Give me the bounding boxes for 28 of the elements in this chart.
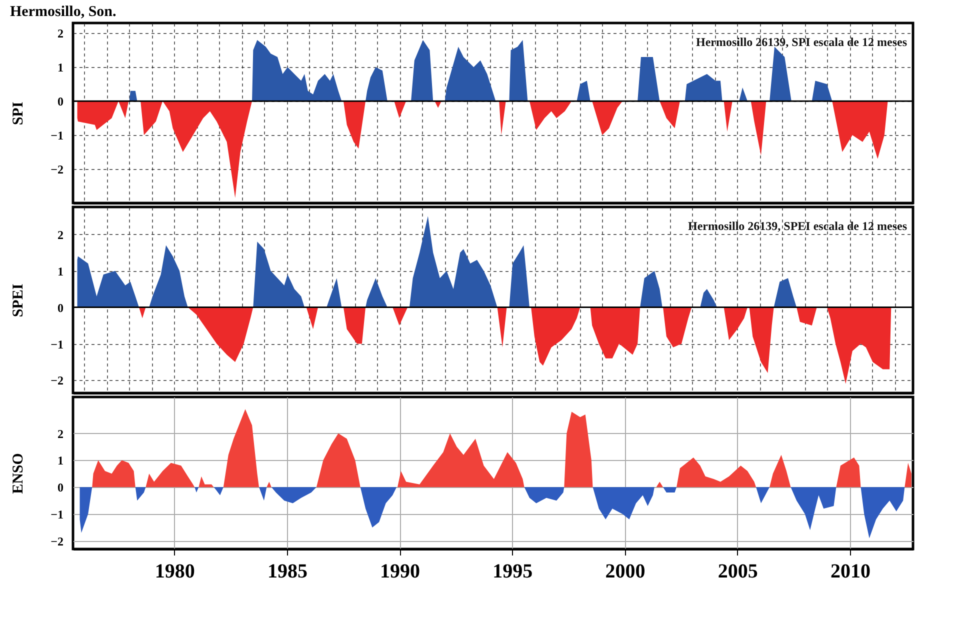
y-tick-label: 2 — [58, 26, 64, 41]
annotation: Hermosillo 26139, SPEI escala de 12 meses — [688, 219, 908, 233]
y-tick-label: −1 — [50, 508, 64, 522]
y-tick-label: 2 — [58, 228, 64, 242]
y-tick-label: 1 — [58, 454, 64, 468]
chart-title: Hermosillo, Son. — [10, 4, 116, 20]
y-tick-label: −1 — [50, 337, 64, 352]
x-tick-label: 1990 — [380, 560, 420, 582]
y-tick-label: 0 — [58, 300, 64, 315]
y-tick-label: 2 — [58, 426, 64, 441]
y-tick-label: 0 — [58, 480, 64, 495]
y-axis-title: ENSO — [10, 453, 26, 494]
y-tick-label: 1 — [58, 60, 64, 75]
y-tick-label: −2 — [50, 374, 64, 388]
x-tick-label: 2010 — [830, 560, 870, 582]
y-tick-label: −2 — [50, 534, 64, 548]
x-tick-label: 1995 — [492, 560, 533, 582]
y-axis-title: SPEI — [10, 284, 26, 318]
y-tick-label: 0 — [58, 94, 64, 109]
y-tick-label: −1 — [50, 128, 64, 143]
y-tick-label: −2 — [50, 162, 64, 177]
x-tick-label: 2000 — [605, 560, 646, 582]
x-tick-label: 1980 — [154, 560, 195, 582]
x-tick-label: 2005 — [718, 560, 758, 582]
x-tick-label: 1985 — [267, 560, 308, 582]
y-tick-label: 1 — [58, 264, 64, 278]
annotation: Hermosillo 26139, SPI escala de 12 meses — [696, 35, 908, 49]
y-axis-title: SPI — [10, 102, 26, 126]
